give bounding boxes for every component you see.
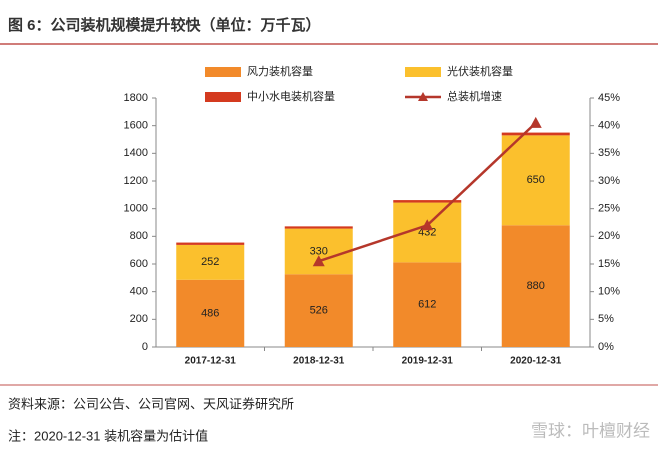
y-tick-label: 400 [130, 286, 148, 298]
y-tick-label: 1600 [124, 120, 148, 132]
line-marker [421, 219, 434, 231]
data-label: 612 [418, 299, 436, 311]
y2-tick-label: 30% [598, 175, 620, 187]
y-tick-label: 0 [142, 341, 148, 353]
y2-tick-label: 35% [598, 147, 620, 159]
bar-segment [284, 226, 353, 229]
source: 资料来源：公司公告、公司官网、天风证券研究所 [8, 396, 294, 411]
bar-segment [284, 228, 353, 275]
y-tick-label: 1400 [124, 147, 148, 159]
legend-swatch [205, 92, 241, 102]
data-label: 330 [310, 245, 328, 257]
y-tick-label: 800 [130, 230, 148, 242]
bar-segment [501, 132, 570, 136]
x-tick-label: 2018-12-31 [293, 356, 345, 367]
bar-segment [176, 244, 245, 280]
line-marker [529, 116, 542, 128]
y2-tick-label: 0% [598, 341, 614, 353]
y2-tick-label: 15% [598, 258, 620, 270]
legend-label: 光伏装机容量 [447, 64, 513, 78]
y2-tick-label: 25% [598, 203, 620, 215]
y2-tick-label: 45% [598, 92, 620, 104]
y-tick-label: 1800 [124, 92, 148, 104]
legend-swatch [205, 67, 241, 77]
bar-segment [501, 225, 570, 347]
bar-segment [393, 262, 462, 347]
legend-swatch [405, 67, 441, 77]
data-label: 650 [527, 174, 545, 186]
line-marker [312, 255, 325, 267]
y2-tick-label: 10% [598, 286, 620, 298]
data-label: 526 [310, 305, 328, 317]
y2-tick-label: 5% [598, 313, 614, 325]
y2-tick-label: 40% [598, 120, 620, 132]
bar-segment [176, 279, 245, 347]
note: 注：2020-12-31 装机容量为估计值 [8, 428, 208, 443]
data-label: 486 [201, 307, 219, 319]
x-tick-label: 2019-12-31 [402, 356, 454, 367]
chart-title: 图 6：公司装机规模提升较快（单位：万千瓦） [8, 16, 321, 34]
y-tick-label: 1000 [124, 203, 148, 215]
legend-label: 总装机增速 [447, 89, 502, 103]
data-label: 880 [527, 280, 545, 292]
bar-segment [176, 242, 245, 245]
y-tick-label: 200 [130, 313, 148, 325]
data-label: 252 [201, 256, 219, 268]
y2-tick-label: 20% [598, 230, 620, 242]
x-tick-label: 2017-12-31 [185, 356, 237, 367]
legend-label: 风力装机容量 [247, 64, 313, 78]
bar-segment [501, 135, 570, 226]
y-tick-label: 600 [130, 258, 148, 270]
bar-segment [284, 274, 353, 347]
legend-label: 中小水电装机容量 [247, 89, 335, 103]
watermark: 雪球：叶檀财经 [531, 421, 650, 440]
bar-segment [393, 200, 462, 203]
y-tick-label: 1200 [124, 175, 148, 187]
x-tick-label: 2020-12-31 [510, 356, 562, 367]
legend-marker [418, 92, 428, 101]
